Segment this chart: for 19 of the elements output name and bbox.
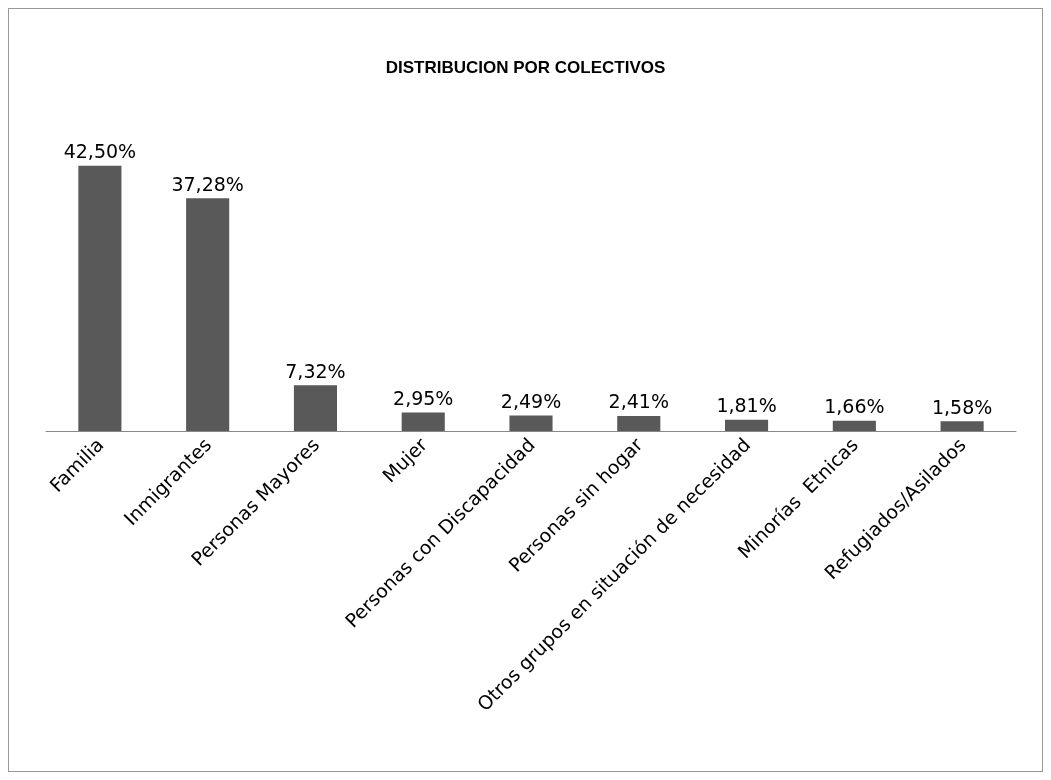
- chart-title: DISTRIBUCION POR COLECTIVOS: [385, 58, 666, 77]
- data-label: 7,32%: [285, 359, 346, 382]
- data-label: 2,49%: [500, 389, 562, 412]
- bar: [78, 165, 122, 431]
- bar: [617, 415, 661, 431]
- bar: [401, 412, 445, 431]
- bar: [293, 385, 337, 431]
- bar: [725, 419, 769, 431]
- bar: [940, 421, 984, 431]
- data-label: 1,58%: [931, 395, 993, 418]
- data-label: 37,28%: [171, 172, 244, 195]
- data-label: 42,50%: [63, 140, 137, 163]
- data-label: 1,81%: [716, 394, 777, 417]
- bar: [832, 420, 876, 431]
- data-label: 1,66%: [824, 395, 885, 418]
- data-label: 2,95%: [393, 387, 454, 410]
- data-label: 2,41%: [608, 390, 669, 413]
- bar: [509, 415, 553, 431]
- bar: [186, 198, 230, 431]
